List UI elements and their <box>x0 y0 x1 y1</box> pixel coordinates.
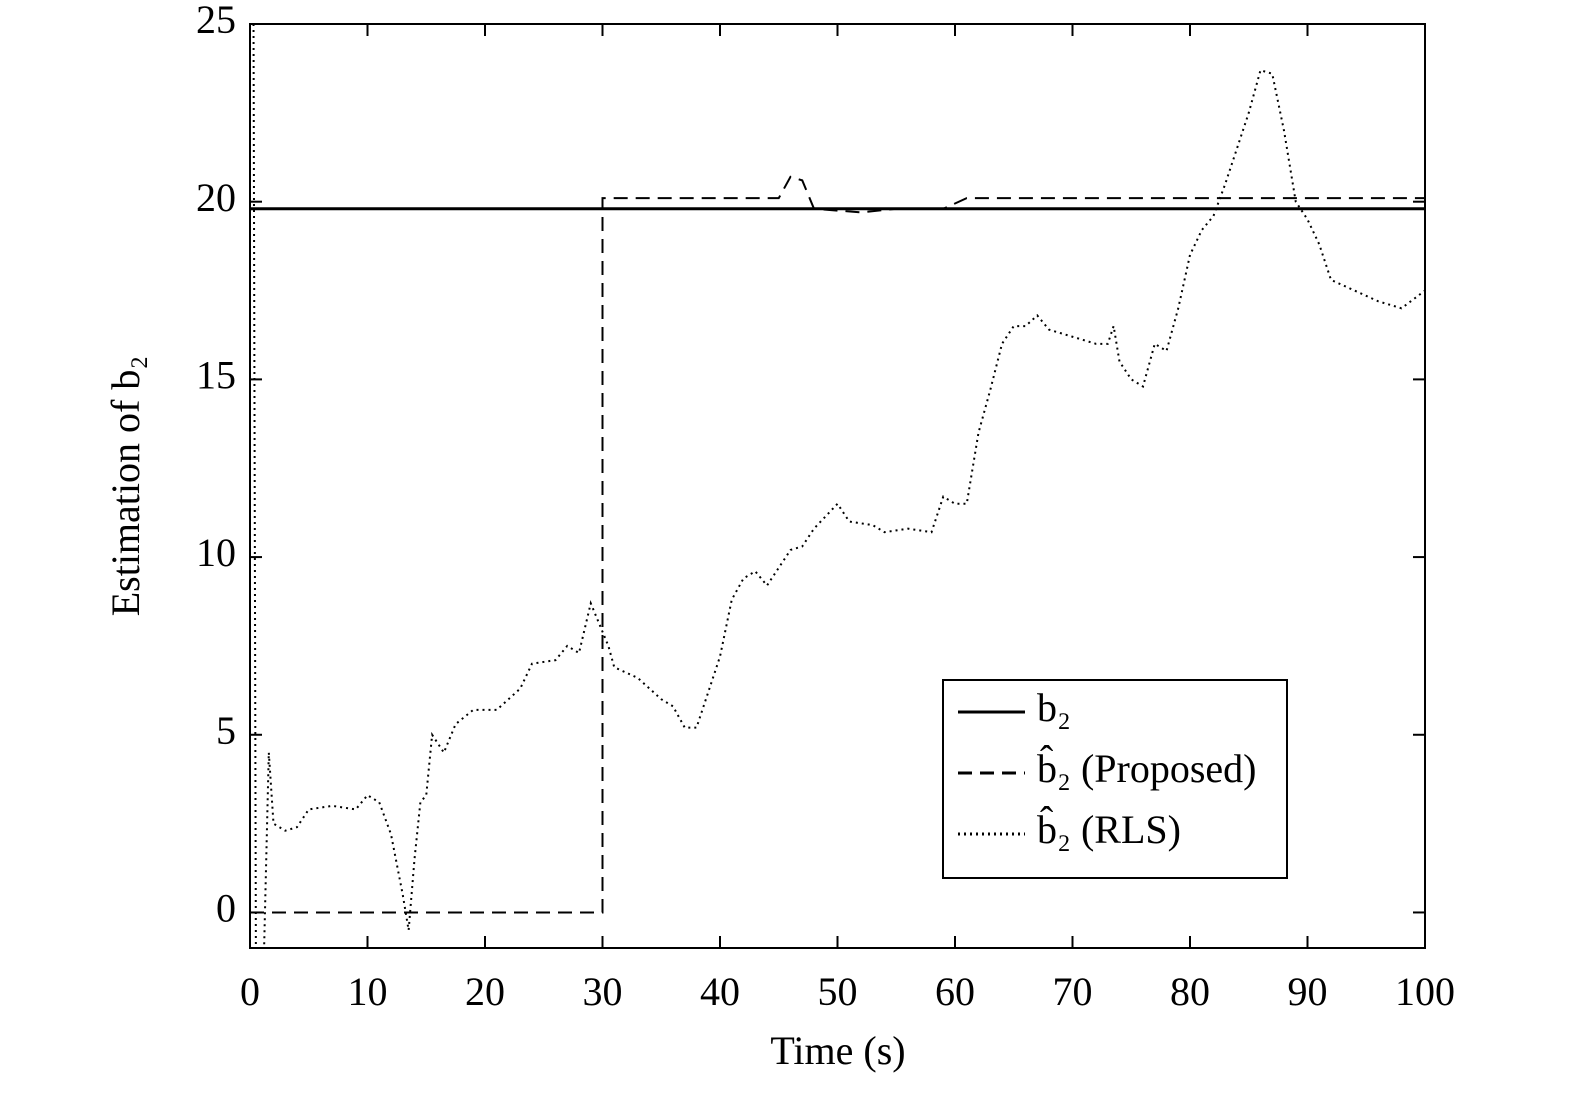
series-line <box>250 175 1425 914</box>
x-tick-label: 40 <box>700 969 740 1014</box>
x-tick-label: 100 <box>1395 969 1455 1014</box>
legend-label: b₂ <box>1037 685 1071 730</box>
y-tick-label: 5 <box>216 708 236 753</box>
series-line <box>252 24 1425 948</box>
y-tick-label: 20 <box>196 175 236 220</box>
y-tick-label: 0 <box>216 886 236 931</box>
x-tick-label: 20 <box>465 969 505 1014</box>
x-tick-label: 60 <box>935 969 975 1014</box>
legend-label: b̂₂ (Proposed) <box>1037 745 1256 791</box>
y-tick-label: 15 <box>196 353 236 398</box>
y-axis-label: Estimation of b₂ <box>103 356 148 617</box>
plot-frame <box>249 23 1426 949</box>
y-tick-label: 10 <box>196 530 236 575</box>
x-axis-label: Time (s) <box>770 1028 905 1073</box>
x-tick-label: 10 <box>348 969 388 1014</box>
x-tick-label: 80 <box>1170 969 1210 1014</box>
x-tick-label: 30 <box>583 969 623 1014</box>
y-tick-label: 25 <box>196 0 236 42</box>
x-tick-label: 70 <box>1053 969 1093 1014</box>
x-tick-label: 90 <box>1288 969 1328 1014</box>
legend-label: b̂₂ (RLS) <box>1037 806 1181 852</box>
x-tick-label: 0 <box>240 969 260 1014</box>
x-tick-label: 50 <box>818 969 858 1014</box>
